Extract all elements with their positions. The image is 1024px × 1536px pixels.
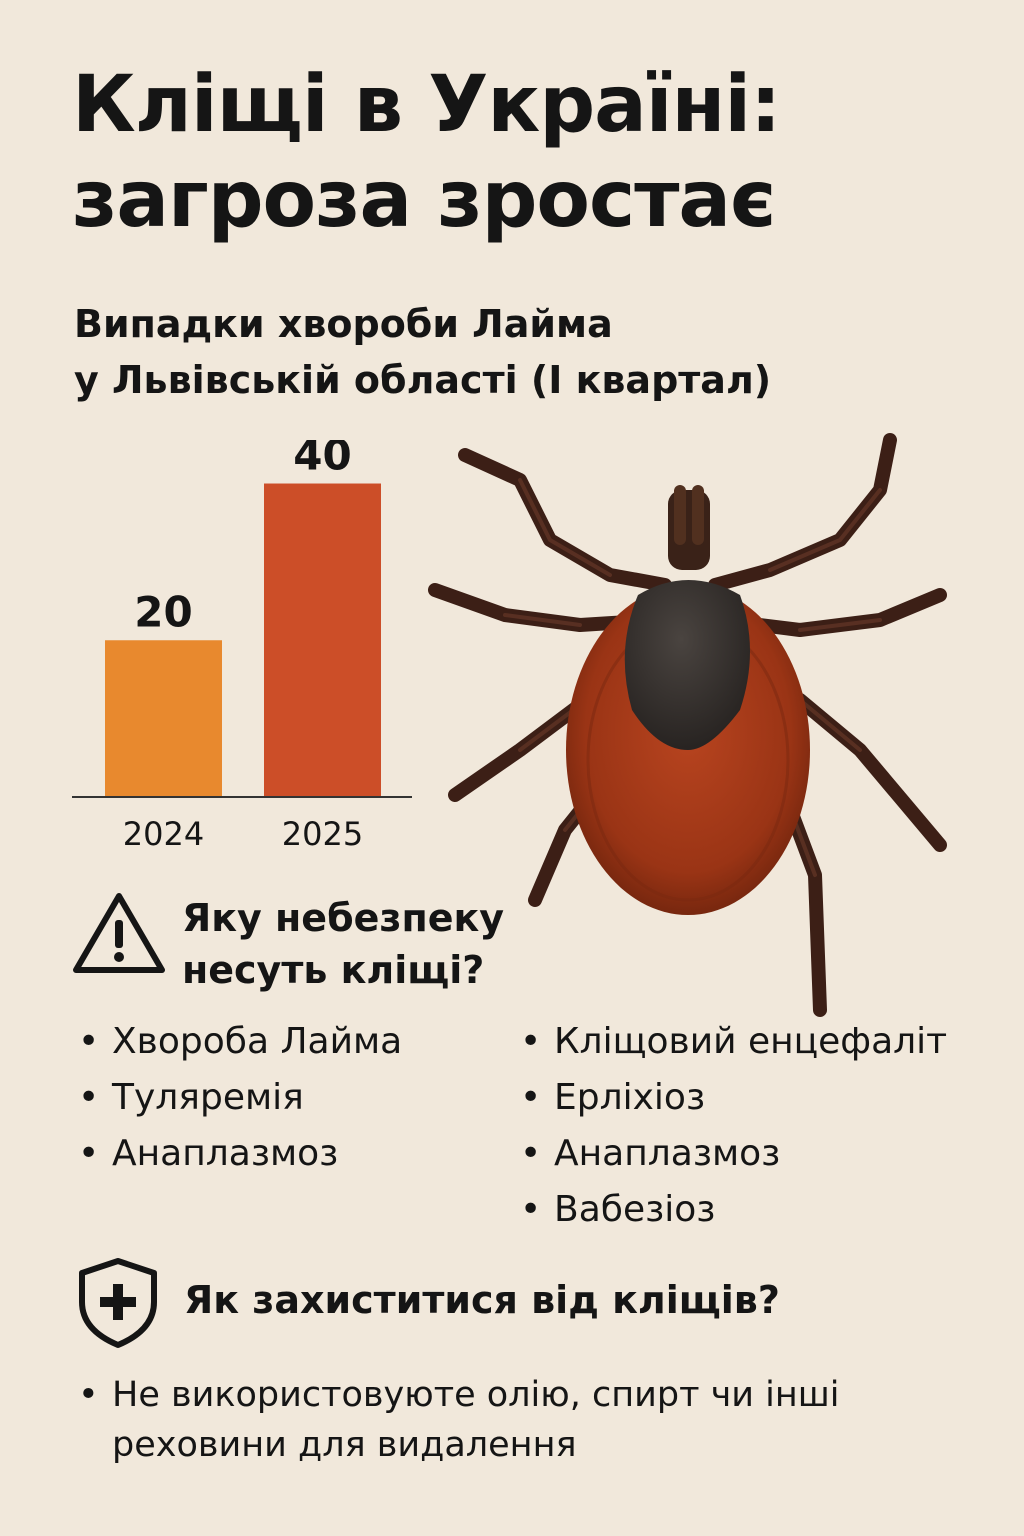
data-label-2025: 40 [293, 440, 351, 480]
tick-label-2025: 2025 [282, 815, 363, 853]
chart-subtitle: Випадки хвороби Лайма у Львівській облас… [74, 296, 894, 408]
protect-heading: Як захиститися від кліщів? [184, 1278, 780, 1322]
danger-heading: Яку небезпеку несуть кліщі? [182, 892, 504, 996]
title-line-2: загроза зростає [72, 155, 776, 245]
diseases-list-left: Хвороба Лайма Туляремія Анаплазмоз [76, 1014, 402, 1182]
list-item: Хвороба Лайма [76, 1014, 402, 1070]
list-item: Кліщовий енцефаліт [518, 1014, 947, 1070]
list-item: Туляремія [76, 1070, 402, 1126]
list-item: Вабезіоз [518, 1182, 947, 1238]
protection-tips-list: Не використовуюте олію, спирт чи інші ре… [74, 1370, 974, 1470]
warning-triangle-icon [73, 893, 165, 973]
subtitle-line-2: у Львівській області (І квартал) [74, 358, 772, 402]
page-title: Кліщі в Україні: загроза зростає [72, 58, 972, 248]
list-item: Не використовуюте олію, спирт чи інші ре… [74, 1370, 974, 1470]
data-label-2024: 20 [134, 587, 192, 636]
title-line-1: Кліщі в Україні: [72, 60, 781, 150]
bar-2024 [105, 640, 222, 797]
subtitle-line-1: Випадки хвороби Лайма [74, 302, 613, 346]
bar-2025 [264, 483, 381, 797]
lyme-cases-bar-chart: 20 2024 40 2025 [72, 440, 412, 853]
list-item: Ерліхіоз [518, 1070, 947, 1126]
diseases-list-right: Кліщовий енцефаліт Ерліхіоз Анаплазмоз В… [518, 1014, 947, 1238]
list-item: Анаплазмоз [76, 1126, 402, 1182]
danger-heading-line-1: Яку небезпеку [182, 896, 505, 940]
danger-heading-line-2: несуть кліщі? [182, 948, 485, 992]
list-item: Анаплазмоз [518, 1126, 947, 1182]
shield-plus-icon [79, 1258, 157, 1348]
tick-label-2024: 2024 [123, 815, 204, 853]
tick-icon [428, 433, 947, 1017]
